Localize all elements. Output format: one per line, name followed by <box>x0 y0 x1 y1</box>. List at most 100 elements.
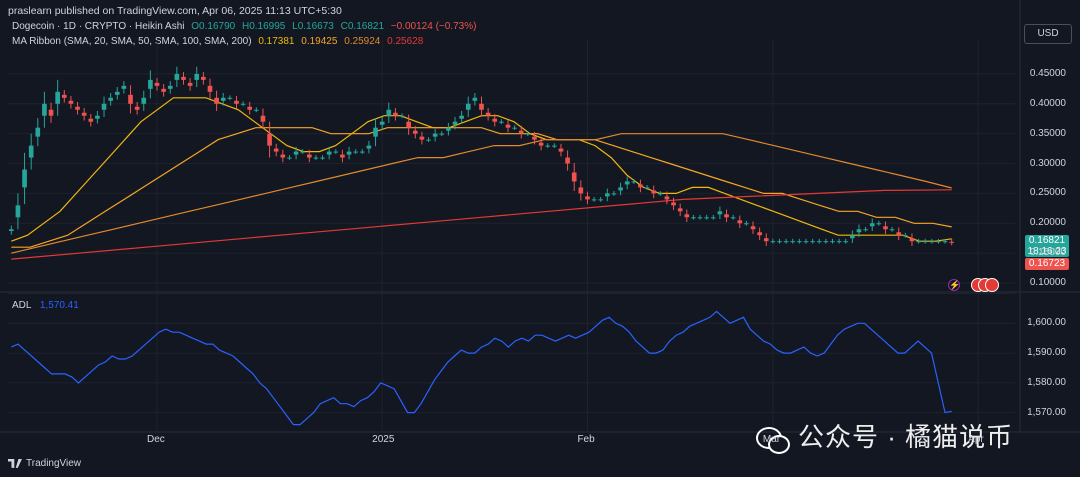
candle-body <box>783 241 789 243</box>
candle-body <box>850 235 855 239</box>
ohlc-high: H0.16995 <box>241 21 286 32</box>
candle-body <box>287 157 292 159</box>
candle-body <box>777 241 782 243</box>
candle-body <box>227 97 233 99</box>
candle-body <box>366 145 372 149</box>
candle-body <box>88 118 94 122</box>
candle-body <box>869 223 875 227</box>
candle-body <box>174 73 180 80</box>
candle-body <box>419 136 425 140</box>
candle-body <box>505 124 511 128</box>
candle-body <box>545 145 551 147</box>
candle-body <box>916 241 921 243</box>
tradingview-text: TradingView <box>26 458 82 469</box>
candle-body <box>803 241 809 243</box>
candle-body <box>677 208 683 212</box>
candles <box>8 66 955 246</box>
candle-body <box>565 157 570 164</box>
ma-ribbon-legend[interactable]: MA Ribbon (SMA, 20, SMA, 50, SMA, 100, S… <box>12 36 427 47</box>
candle-body <box>691 217 696 219</box>
candle-countdown: 18:16:23 <box>1027 246 1067 257</box>
candle-body <box>201 76 206 80</box>
candle-body <box>611 193 617 195</box>
candle-body <box>181 76 186 80</box>
candle-body <box>737 220 743 224</box>
time-axis-label: Apr <box>968 434 984 445</box>
us-flag-icon[interactable] <box>985 277 1000 292</box>
candle-body <box>35 127 41 137</box>
symbol-title: Dogecoin · 1D · CRYPTO · Heikin Ashi <box>12 21 185 32</box>
candle-body <box>823 241 829 243</box>
candle-body <box>896 232 902 236</box>
price-axis-label: 0.25000 <box>1029 187 1066 199</box>
ma-line-50 <box>11 127 952 248</box>
candle-body <box>346 151 352 155</box>
candle-body <box>836 241 842 243</box>
candle-body <box>763 238 769 242</box>
ohlc-change: −0.00124 (−0.73%) <box>390 21 477 32</box>
candle-body <box>220 97 226 101</box>
candle-body <box>15 205 21 218</box>
candle-body <box>704 217 709 219</box>
adl-axis-label: 1,570.00 <box>1027 406 1066 418</box>
candle-body <box>267 133 272 146</box>
candle-body <box>843 241 849 243</box>
lightning-icon[interactable]: ⚡ <box>948 278 961 291</box>
candle-body <box>326 151 332 155</box>
ma-ribbon-title: MA Ribbon (SMA, 20, SMA, 50, SMA, 100, S… <box>12 36 252 47</box>
candle-body <box>697 217 703 219</box>
candle-body <box>532 136 537 140</box>
ma-line-200 <box>11 189 952 260</box>
candle-body <box>426 139 431 141</box>
price-axis-label: 0.30000 <box>1029 157 1066 169</box>
ma20-value: 0.17381 <box>258 36 295 47</box>
candle-body <box>353 151 358 153</box>
adl-legend[interactable]: ADL 1,570.41 <box>12 300 79 311</box>
candle-body <box>340 154 345 158</box>
candle-body <box>485 112 491 116</box>
candle-body <box>657 193 663 195</box>
adl-value: 1,570.41 <box>39 300 79 311</box>
candle-body <box>797 241 802 243</box>
candle-body <box>472 97 478 101</box>
tradingview-logo[interactable]: TradingView <box>8 458 81 469</box>
time-axis-label: Dec <box>147 434 165 445</box>
time-axis-label: Feb <box>577 434 595 445</box>
time-axis-label: Mar <box>762 434 781 445</box>
candle-body <box>624 181 630 185</box>
last-price-tag: 0.16821 18:16:23 <box>1025 235 1069 257</box>
candle-body <box>167 85 173 89</box>
event-icons[interactable]: ⚡ <box>948 276 1000 294</box>
candle-body <box>684 214 690 218</box>
candle-body <box>101 103 107 110</box>
candle-body <box>280 154 286 158</box>
price-axis-label: 0.40000 <box>1029 97 1066 109</box>
candle-body <box>605 193 610 197</box>
candle-body <box>717 211 723 215</box>
watermark-text: 公众号 · 橘猫说币 <box>798 422 1014 452</box>
candle-body <box>22 169 27 188</box>
grid-lines <box>0 0 1080 433</box>
candle-body <box>810 241 815 243</box>
adl-line <box>11 310 952 426</box>
candle-body <box>293 151 299 155</box>
moving-averages <box>11 97 952 260</box>
candle-body <box>757 232 762 236</box>
candle-body <box>161 88 166 92</box>
candle-body <box>406 121 411 128</box>
currency-button[interactable]: USD <box>1024 24 1072 44</box>
candle-body <box>68 100 74 104</box>
candle-body <box>724 214 729 218</box>
candle-body <box>300 151 306 153</box>
candle-body <box>48 109 54 116</box>
candle-body <box>929 241 935 243</box>
adl-name: ADL <box>12 300 32 311</box>
ohlc-open: O0.16790 <box>191 21 236 32</box>
candle-body <box>452 121 458 125</box>
candle-body <box>8 229 14 231</box>
candle-body <box>644 187 650 189</box>
candle-body <box>525 133 531 135</box>
candle-body <box>108 97 113 101</box>
candle-body <box>234 100 239 104</box>
